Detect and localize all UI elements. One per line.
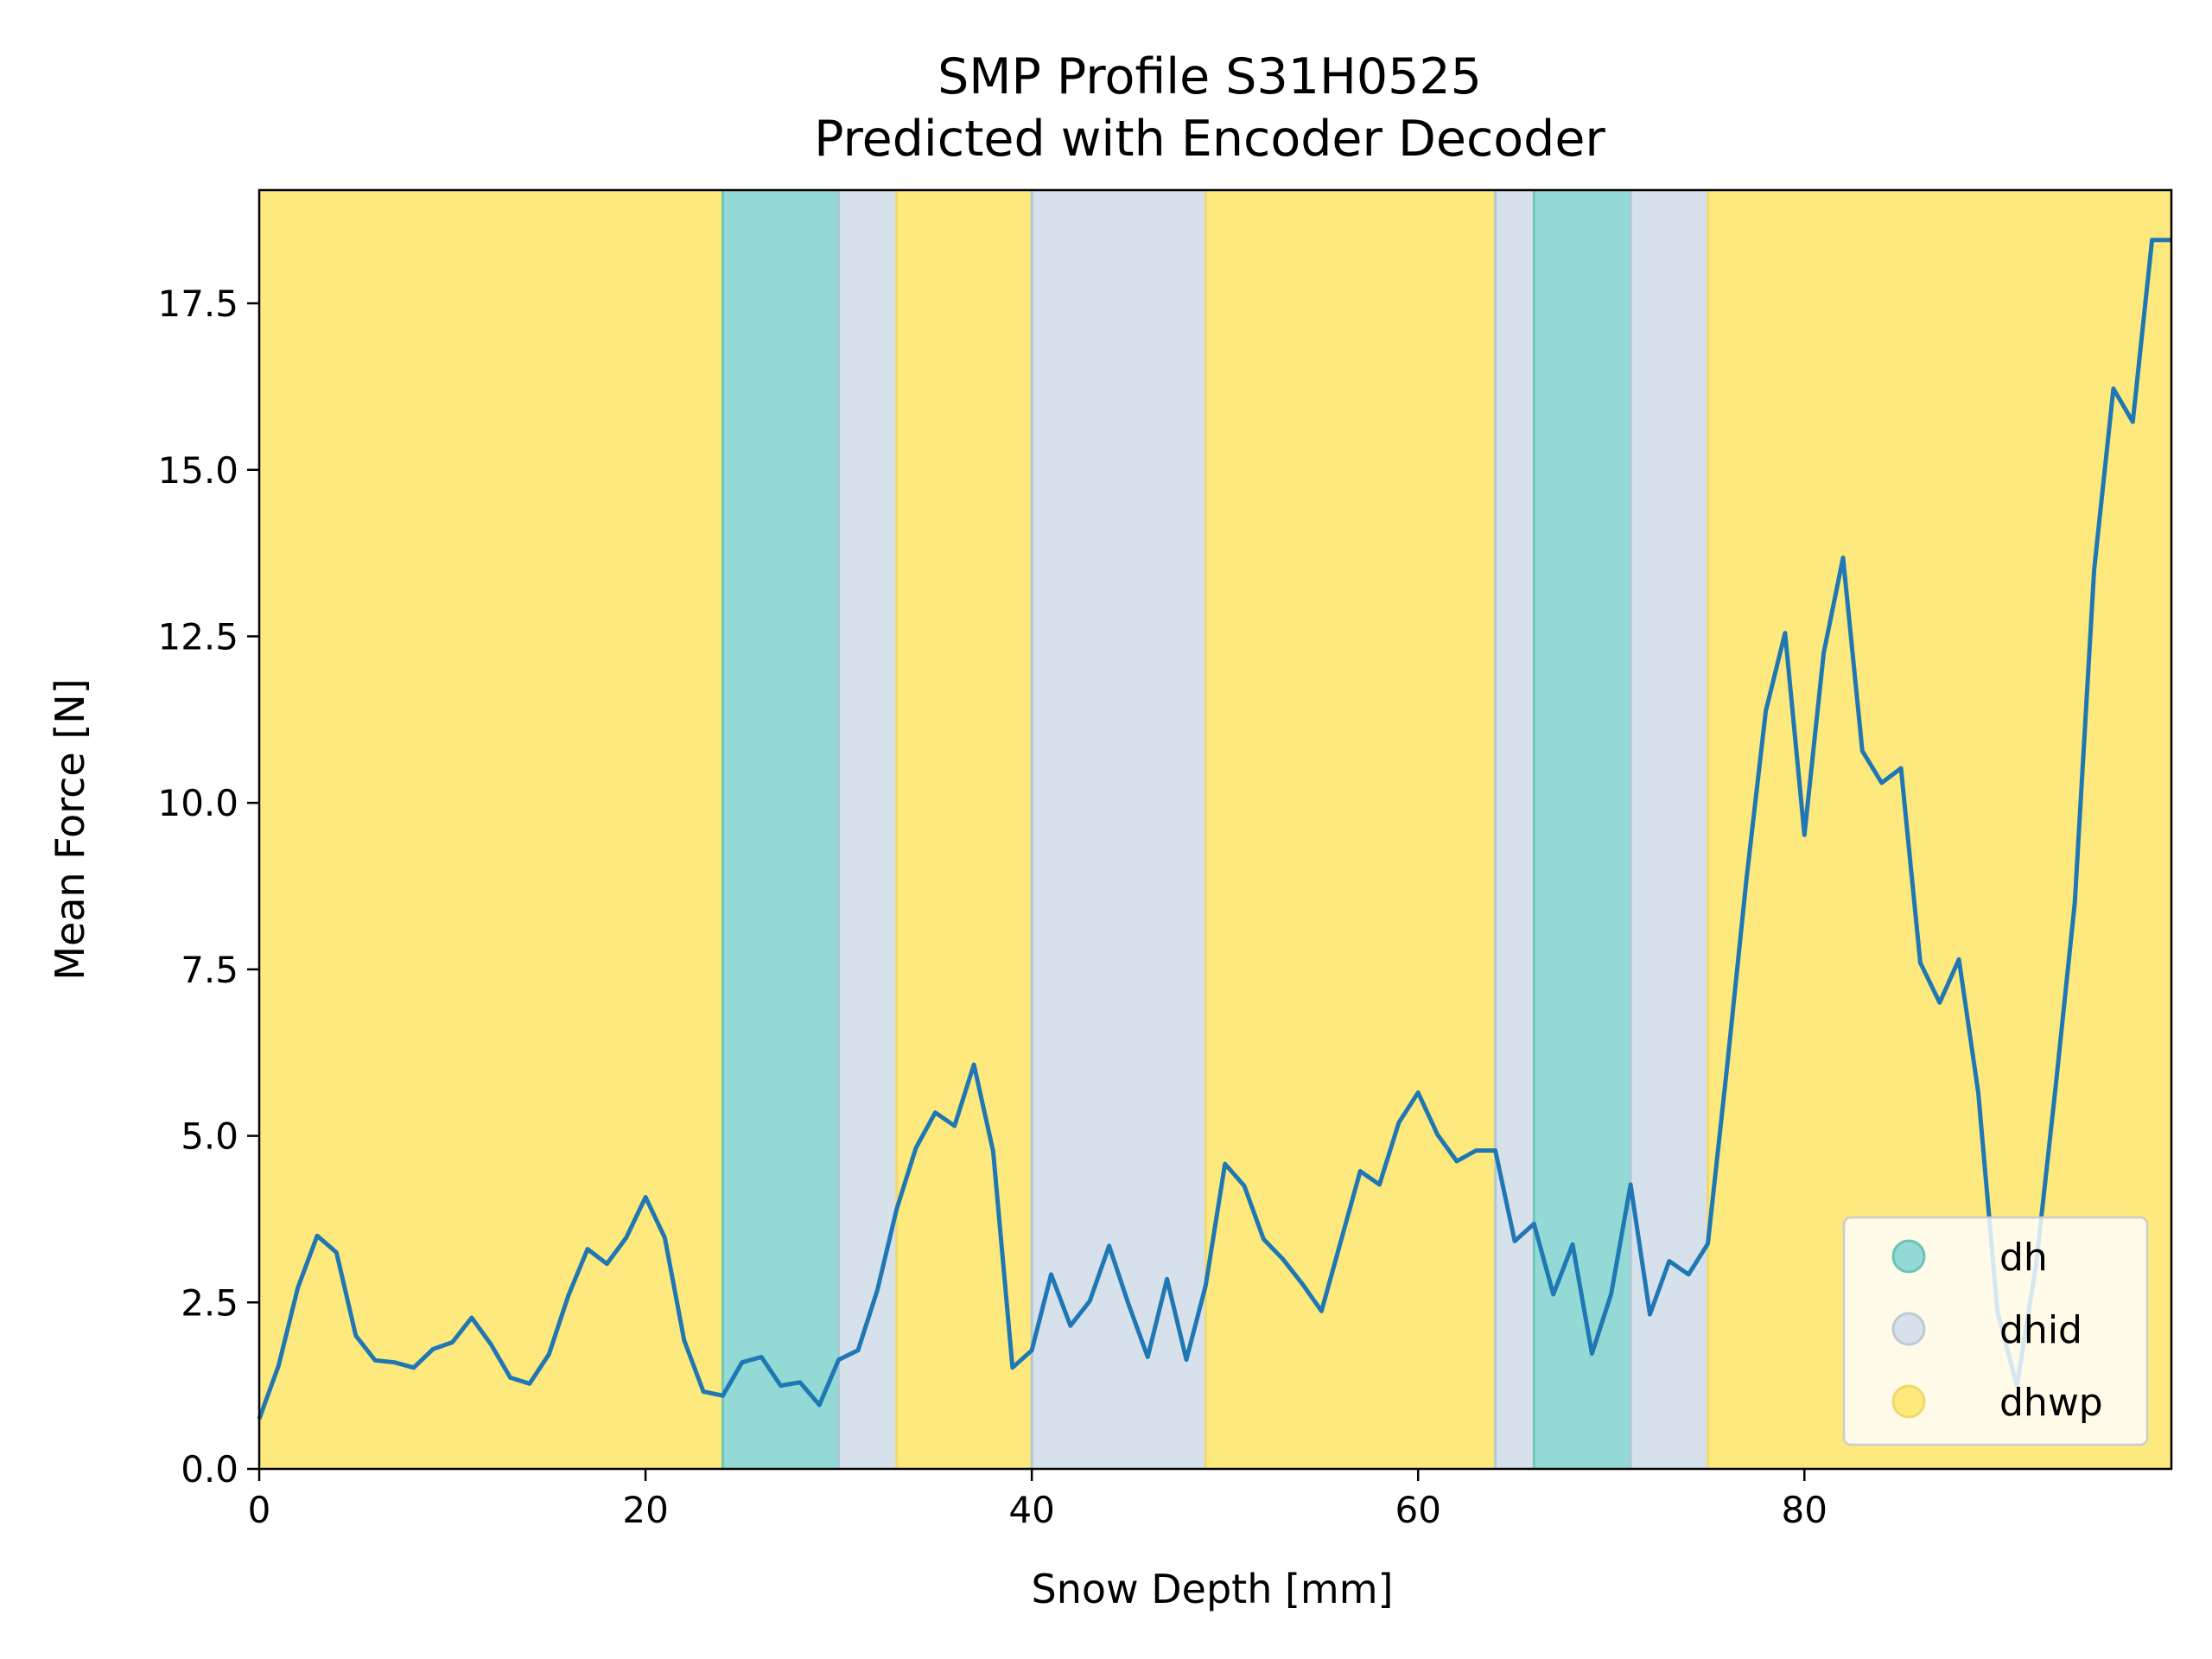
legend-marker-dhwp bbox=[1891, 1384, 1926, 1419]
chart-title: SMP Profile S31H0525 bbox=[938, 48, 1482, 105]
plot-frame bbox=[257, 188, 2173, 1471]
y-tick-label: 17.5 bbox=[157, 283, 238, 325]
x-tick-label: 60 bbox=[1395, 1489, 1440, 1531]
band-dhwp-3 bbox=[896, 190, 1033, 1469]
y-tick-label: 2.5 bbox=[181, 1281, 238, 1324]
band-dhid-6 bbox=[1495, 190, 1535, 1469]
axes: 0 20 40 60 80 0.0 2.5 5.0 7.5 10.0 12.5 15.0 17.5 bbox=[157, 188, 2173, 1531]
y-tick-label: 7.5 bbox=[181, 949, 238, 991]
x-tick-label: 80 bbox=[1782, 1489, 1827, 1531]
chart-subtitle: Predicted with Encoder Decoder bbox=[814, 111, 1605, 168]
y-axis-label: Mean Force [N] bbox=[47, 678, 93, 980]
y-tick-label: 10.0 bbox=[157, 782, 238, 824]
legend: dh dhid dhwp bbox=[1842, 1216, 2149, 1446]
x-tick-label: 20 bbox=[622, 1489, 668, 1531]
x-axis-label: Snow Depth [mm] bbox=[1032, 1566, 1394, 1612]
legend-marker-dhid bbox=[1891, 1312, 1926, 1346]
band-dhid-4 bbox=[1032, 190, 1206, 1469]
band-dhwp-5 bbox=[1205, 190, 1496, 1469]
y-tick-label: 0.0 bbox=[181, 1448, 238, 1491]
y-tick-label: 12.5 bbox=[157, 615, 238, 658]
band-dhid-8 bbox=[1630, 190, 1708, 1469]
y-tick-label: 5.0 bbox=[181, 1116, 238, 1158]
band-dh-7 bbox=[1534, 190, 1631, 1469]
x-tick-label: 40 bbox=[1008, 1489, 1054, 1531]
force-series bbox=[257, 238, 2171, 1421]
legend-marker-dh bbox=[1891, 1239, 1926, 1274]
band-dhid-2 bbox=[838, 190, 897, 1469]
band-dh-1 bbox=[722, 190, 839, 1469]
legend-label-dh: dh bbox=[1999, 1236, 2048, 1280]
series-line bbox=[257, 238, 2171, 1421]
y-tick-label: 15.0 bbox=[157, 449, 238, 492]
x-tick-label: 0 bbox=[248, 1489, 271, 1531]
legend-label-dhwp: dhwp bbox=[1999, 1381, 2103, 1425]
legend-label-dhid: dhid bbox=[1999, 1308, 2082, 1352]
legend-box bbox=[1842, 1216, 2149, 1446]
band-dhwp-0 bbox=[259, 190, 723, 1469]
